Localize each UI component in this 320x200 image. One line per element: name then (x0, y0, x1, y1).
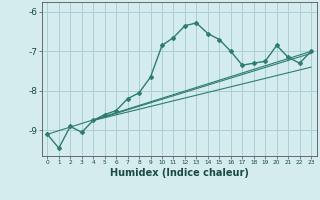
X-axis label: Humidex (Indice chaleur): Humidex (Indice chaleur) (110, 168, 249, 178)
